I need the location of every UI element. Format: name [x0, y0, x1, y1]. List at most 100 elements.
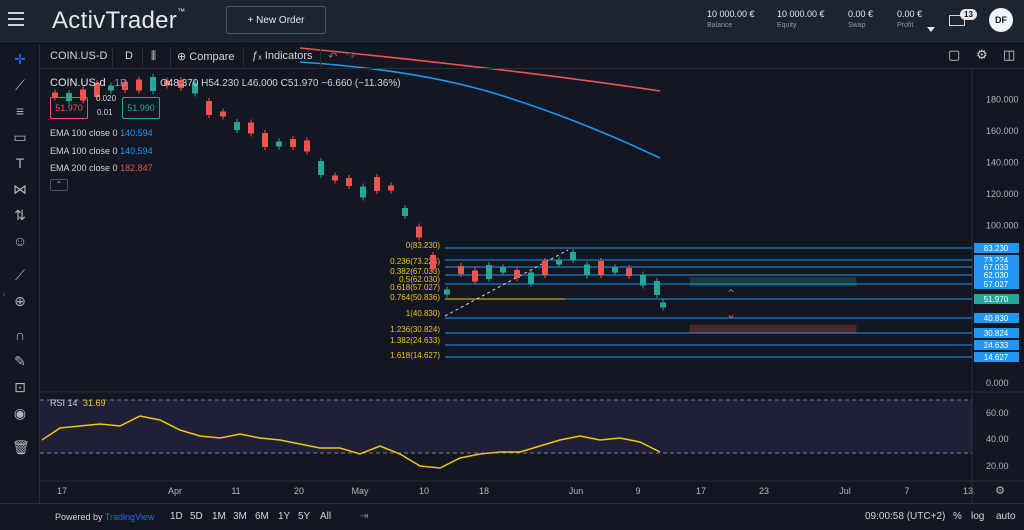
interval-button[interactable]: D: [125, 50, 133, 62]
trash-icon[interactable]: 🗑: [12, 439, 30, 455]
price-tag: [974, 262, 1019, 272]
swap: 0.00 € Swap: [848, 9, 874, 29]
fib-level-label: 0(83.230): [406, 241, 441, 250]
collapse-legend-button[interactable]: ⌃: [50, 179, 68, 191]
x-tick-label: 9: [635, 486, 640, 496]
logo: ActivTrader™: [52, 7, 186, 34]
candle-body: [234, 122, 240, 130]
legend-interval: 1D: [114, 78, 128, 89]
tf-6m[interactable]: 6M: [255, 511, 269, 522]
x-tick-label: Jul: [839, 486, 851, 496]
down-arrow-icon: ⌄: [726, 307, 736, 321]
clock[interactable]: 09:00:58 (UTC+2): [865, 511, 946, 522]
price-tag-label: 40.830: [984, 314, 1009, 323]
chart-toolbar: COIN.US-D D ⫼ ⊕ Compare ƒₓ Indicators ↶ …: [40, 45, 1024, 69]
settings-icon[interactable]: ⚙: [976, 47, 988, 62]
mail-icon[interactable]: [949, 15, 965, 26]
target-box: [689, 277, 857, 287]
avatar[interactable]: DF: [989, 8, 1013, 32]
zoom-icon[interactable]: ⊕: [14, 293, 26, 309]
tf-1m[interactable]: 1M: [212, 511, 226, 522]
candle-body: [584, 264, 590, 276]
candle-body: [192, 82, 198, 94]
tf-3m[interactable]: 3M: [233, 511, 247, 522]
price-tag-label: 24.633: [984, 341, 1009, 350]
eye-icon[interactable]: ◉: [13, 405, 27, 421]
log-toggle[interactable]: log: [971, 511, 985, 522]
auto-toggle[interactable]: auto: [996, 511, 1016, 522]
new-order-button[interactable]: + New Order: [226, 6, 326, 34]
price-tag-label: 73.224: [984, 256, 1009, 265]
magnet-icon[interactable]: ∩: [14, 327, 26, 343]
candle-body: [640, 274, 646, 286]
fib-level-label: 1.236(30.824): [390, 325, 440, 334]
rsi-legend: RSI 14 31.69: [50, 398, 106, 408]
candle-type-icon[interactable]: ⫼: [151, 50, 157, 62]
x-tick-label: Jun: [569, 486, 584, 496]
price-tag: [974, 279, 1019, 289]
candle-body: [500, 267, 506, 273]
price-tag-label: 14.627: [984, 353, 1009, 362]
fib-icon[interactable]: ≡: [15, 103, 25, 119]
account-dropdown-icon[interactable]: [927, 27, 935, 32]
candle-body: [654, 281, 660, 295]
rsi-tick-label: 40.00: [986, 434, 1009, 444]
candle-body: [332, 175, 338, 181]
ema-legend-1[interactable]: EMA 100 close 0 140.594: [50, 128, 153, 138]
tf-5y[interactable]: 5Y: [298, 511, 311, 522]
compare-button[interactable]: ⊕ Compare: [177, 51, 235, 63]
candle-body: [458, 266, 464, 274]
percent-toggle[interactable]: %: [953, 511, 962, 522]
powered-by[interactable]: Powered by TradingView: [55, 512, 155, 522]
text-icon[interactable]: T: [15, 155, 25, 171]
candle-body: [262, 133, 268, 147]
candle-body: [570, 252, 576, 260]
mail-badge: 13: [960, 9, 977, 20]
ema-legend-3[interactable]: EMA 200 close 0 182.847: [50, 163, 153, 173]
ruler-icon[interactable]: ⟋: [15, 267, 25, 283]
pattern-icon[interactable]: ⋈: [13, 181, 27, 197]
stay-drawing-icon[interactable]: ✎: [14, 353, 26, 369]
date-range-icon[interactable]: ⇥: [360, 511, 369, 522]
x-tick-label: 13: [963, 486, 973, 496]
price-tag: [974, 328, 1019, 338]
stop-box: [689, 324, 857, 334]
profit: 0.00 € Profit: [897, 9, 923, 29]
price-tag: [974, 352, 1019, 362]
up-arrow-icon: ⌃: [726, 287, 736, 301]
y-tick-label: 140.000: [986, 158, 1019, 168]
tf-1d[interactable]: 1D: [170, 511, 183, 522]
candle-body: [80, 89, 86, 101]
candle-body: [444, 289, 450, 295]
rsi-tick-label: 20.00: [986, 461, 1009, 471]
candle-body: [122, 82, 128, 90]
menu-icon[interactable]: [8, 12, 24, 26]
buy-button[interactable]: 51.990: [122, 97, 160, 119]
undo-icon[interactable]: ↶: [328, 51, 338, 63]
sell-button[interactable]: 51.970: [50, 97, 88, 119]
crosshair-icon[interactable]: ✛: [14, 51, 26, 67]
emoji-icon[interactable]: ☺: [12, 233, 28, 249]
tf-all[interactable]: All: [320, 511, 332, 522]
trendline-icon[interactable]: ⟋: [15, 77, 25, 93]
lock-icon[interactable]: ⊡: [14, 379, 26, 395]
time-settings-icon: ⚙: [995, 485, 1005, 497]
candle-body: [528, 272, 534, 284]
fib-level-label: 0.382(67.033): [390, 267, 440, 276]
prediction-icon[interactable]: ⇅: [14, 207, 26, 223]
symbol-search[interactable]: COIN.US-D: [50, 50, 108, 62]
screenshot-icon[interactable]: ◫: [1003, 47, 1016, 62]
candle-body: [374, 177, 380, 191]
tf-5d[interactable]: 5D: [190, 511, 203, 522]
x-tick-label: 20: [294, 486, 304, 496]
fullscreen-icon[interactable]: ▢: [948, 47, 961, 62]
tf-1y[interactable]: 1Y: [278, 511, 291, 522]
candle-body: [136, 79, 142, 91]
ema-legend-2[interactable]: EMA 100 close 0 140.594: [50, 146, 153, 156]
redo-icon[interactable]: ↷: [346, 51, 356, 63]
rectangle-icon[interactable]: ▭: [13, 129, 27, 145]
indicators-button[interactable]: ƒₓ Indicators: [252, 50, 313, 62]
price-tag: [974, 340, 1019, 350]
x-tick-label: 7: [904, 486, 909, 496]
